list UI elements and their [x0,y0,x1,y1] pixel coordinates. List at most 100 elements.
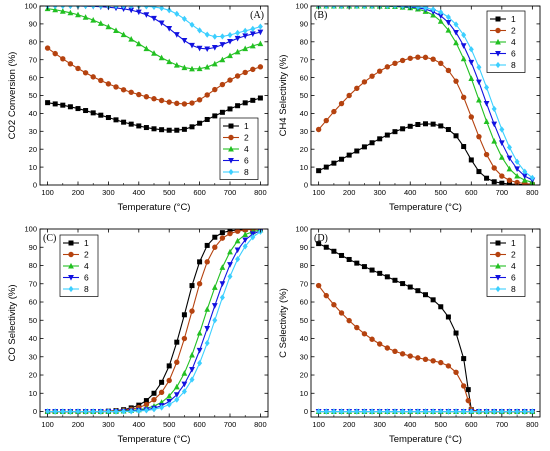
x-tick-label: 700 [224,188,237,197]
series-line-6 [47,6,261,50]
data-point-8 [392,408,398,415]
data-point-1 [166,363,172,369]
data-point-8 [212,33,218,40]
y-tick-label: 70 [300,55,308,64]
legend-marker-6 [495,51,501,57]
data-point-8 [438,408,444,415]
data-point-2 [196,281,203,287]
data-point-4 [211,284,218,290]
data-point-8 [235,256,241,263]
series-2 [44,45,264,107]
data-point-8 [250,25,256,33]
data-point-1 [113,117,119,123]
y-tick-label: 70 [29,55,37,64]
legend-label-6: 6 [511,49,516,59]
data-point-8 [98,6,104,10]
data-point-2 [166,99,172,105]
data-point-1 [143,125,149,131]
legend-marker-4 [68,262,74,269]
y-tick-label: 0 [33,407,37,416]
data-point-6 [257,29,264,36]
data-point-8 [67,408,73,415]
data-point-1 [166,127,172,133]
y-tick-label: 0 [304,407,308,416]
legend-label-6: 6 [244,156,249,166]
data-point-4 [506,165,513,172]
data-point-1 [174,127,180,133]
x-tick-label: 100 [312,420,325,429]
data-point-1 [105,115,111,121]
data-point-2 [361,79,368,85]
data-point-8 [453,21,459,28]
data-point-8 [377,408,383,415]
data-point-6 [453,29,459,36]
x-tick-label: 700 [224,420,237,429]
data-point-8 [197,27,203,34]
x-tick-label: 400 [404,420,417,429]
data-point-2 [60,56,66,62]
x-tick-label: 700 [496,420,509,429]
data-point-2 [399,351,406,357]
data-point-8 [384,408,390,415]
y-tick-label: 60 [29,298,37,307]
data-point-1 [67,104,73,110]
data-point-6 [196,45,203,52]
data-point-2 [460,383,467,389]
legend: 1 24 68 [59,234,99,297]
data-point-4 [211,60,218,67]
data-point-4 [135,40,142,47]
data-point-4 [514,172,520,179]
x-axis-label: Temperature (°C) [389,202,462,213]
y-axis-label: CO2 Conversion (%) [7,52,18,140]
data-point-8 [219,33,225,40]
data-point-8 [522,168,528,175]
data-point-8 [430,6,436,13]
data-point-8 [384,6,390,10]
data-point-4 [219,56,226,63]
data-point-8 [491,408,497,415]
x-tick-label: 800 [526,420,539,429]
data-point-8 [423,408,428,415]
legend-marker-2 [495,251,501,258]
y-tick-label: 60 [300,73,308,82]
data-point-1 [75,106,81,112]
data-point-1 [361,144,367,150]
data-point-2 [407,353,413,359]
data-point-8 [468,408,474,415]
data-point-2 [468,114,474,120]
data-point-1 [484,175,490,181]
data-point-2 [384,64,391,70]
data-point-2 [151,396,157,403]
data-point-4 [204,63,211,70]
data-point-2 [75,65,81,72]
data-point-8 [514,408,520,415]
y-tick-label: 50 [29,91,37,100]
x-tick-label: 400 [404,188,417,197]
panel-2: 100 200 300 400 500 600 700 800 0 10 20 30 40 50 60 70 8… [278,2,541,213]
data-point-8 [476,64,482,71]
legend-label-4: 4 [244,144,249,154]
x-tick-label: 800 [254,188,267,197]
data-point-2 [438,359,444,366]
legend-marker-2 [495,27,501,34]
data-point-2 [315,126,322,133]
data-point-1 [316,241,322,247]
data-point-2 [158,97,165,104]
data-point-4 [52,6,59,13]
series-8 [316,408,535,415]
data-point-4 [189,351,195,358]
x-tick-label: 300 [373,188,386,197]
data-point-6 [468,59,475,66]
data-point-8 [113,6,119,10]
data-point-1 [212,234,218,240]
legend-marker-6 [68,275,74,281]
data-point-8 [197,360,203,367]
data-point-1 [392,277,398,283]
data-point-8 [423,6,428,11]
legend-marker-2 [228,134,234,141]
data-point-8 [506,408,512,415]
data-point-4 [234,237,241,244]
data-point-8 [174,10,180,17]
data-point-2 [181,335,188,342]
legend-marker-4 [228,145,234,152]
